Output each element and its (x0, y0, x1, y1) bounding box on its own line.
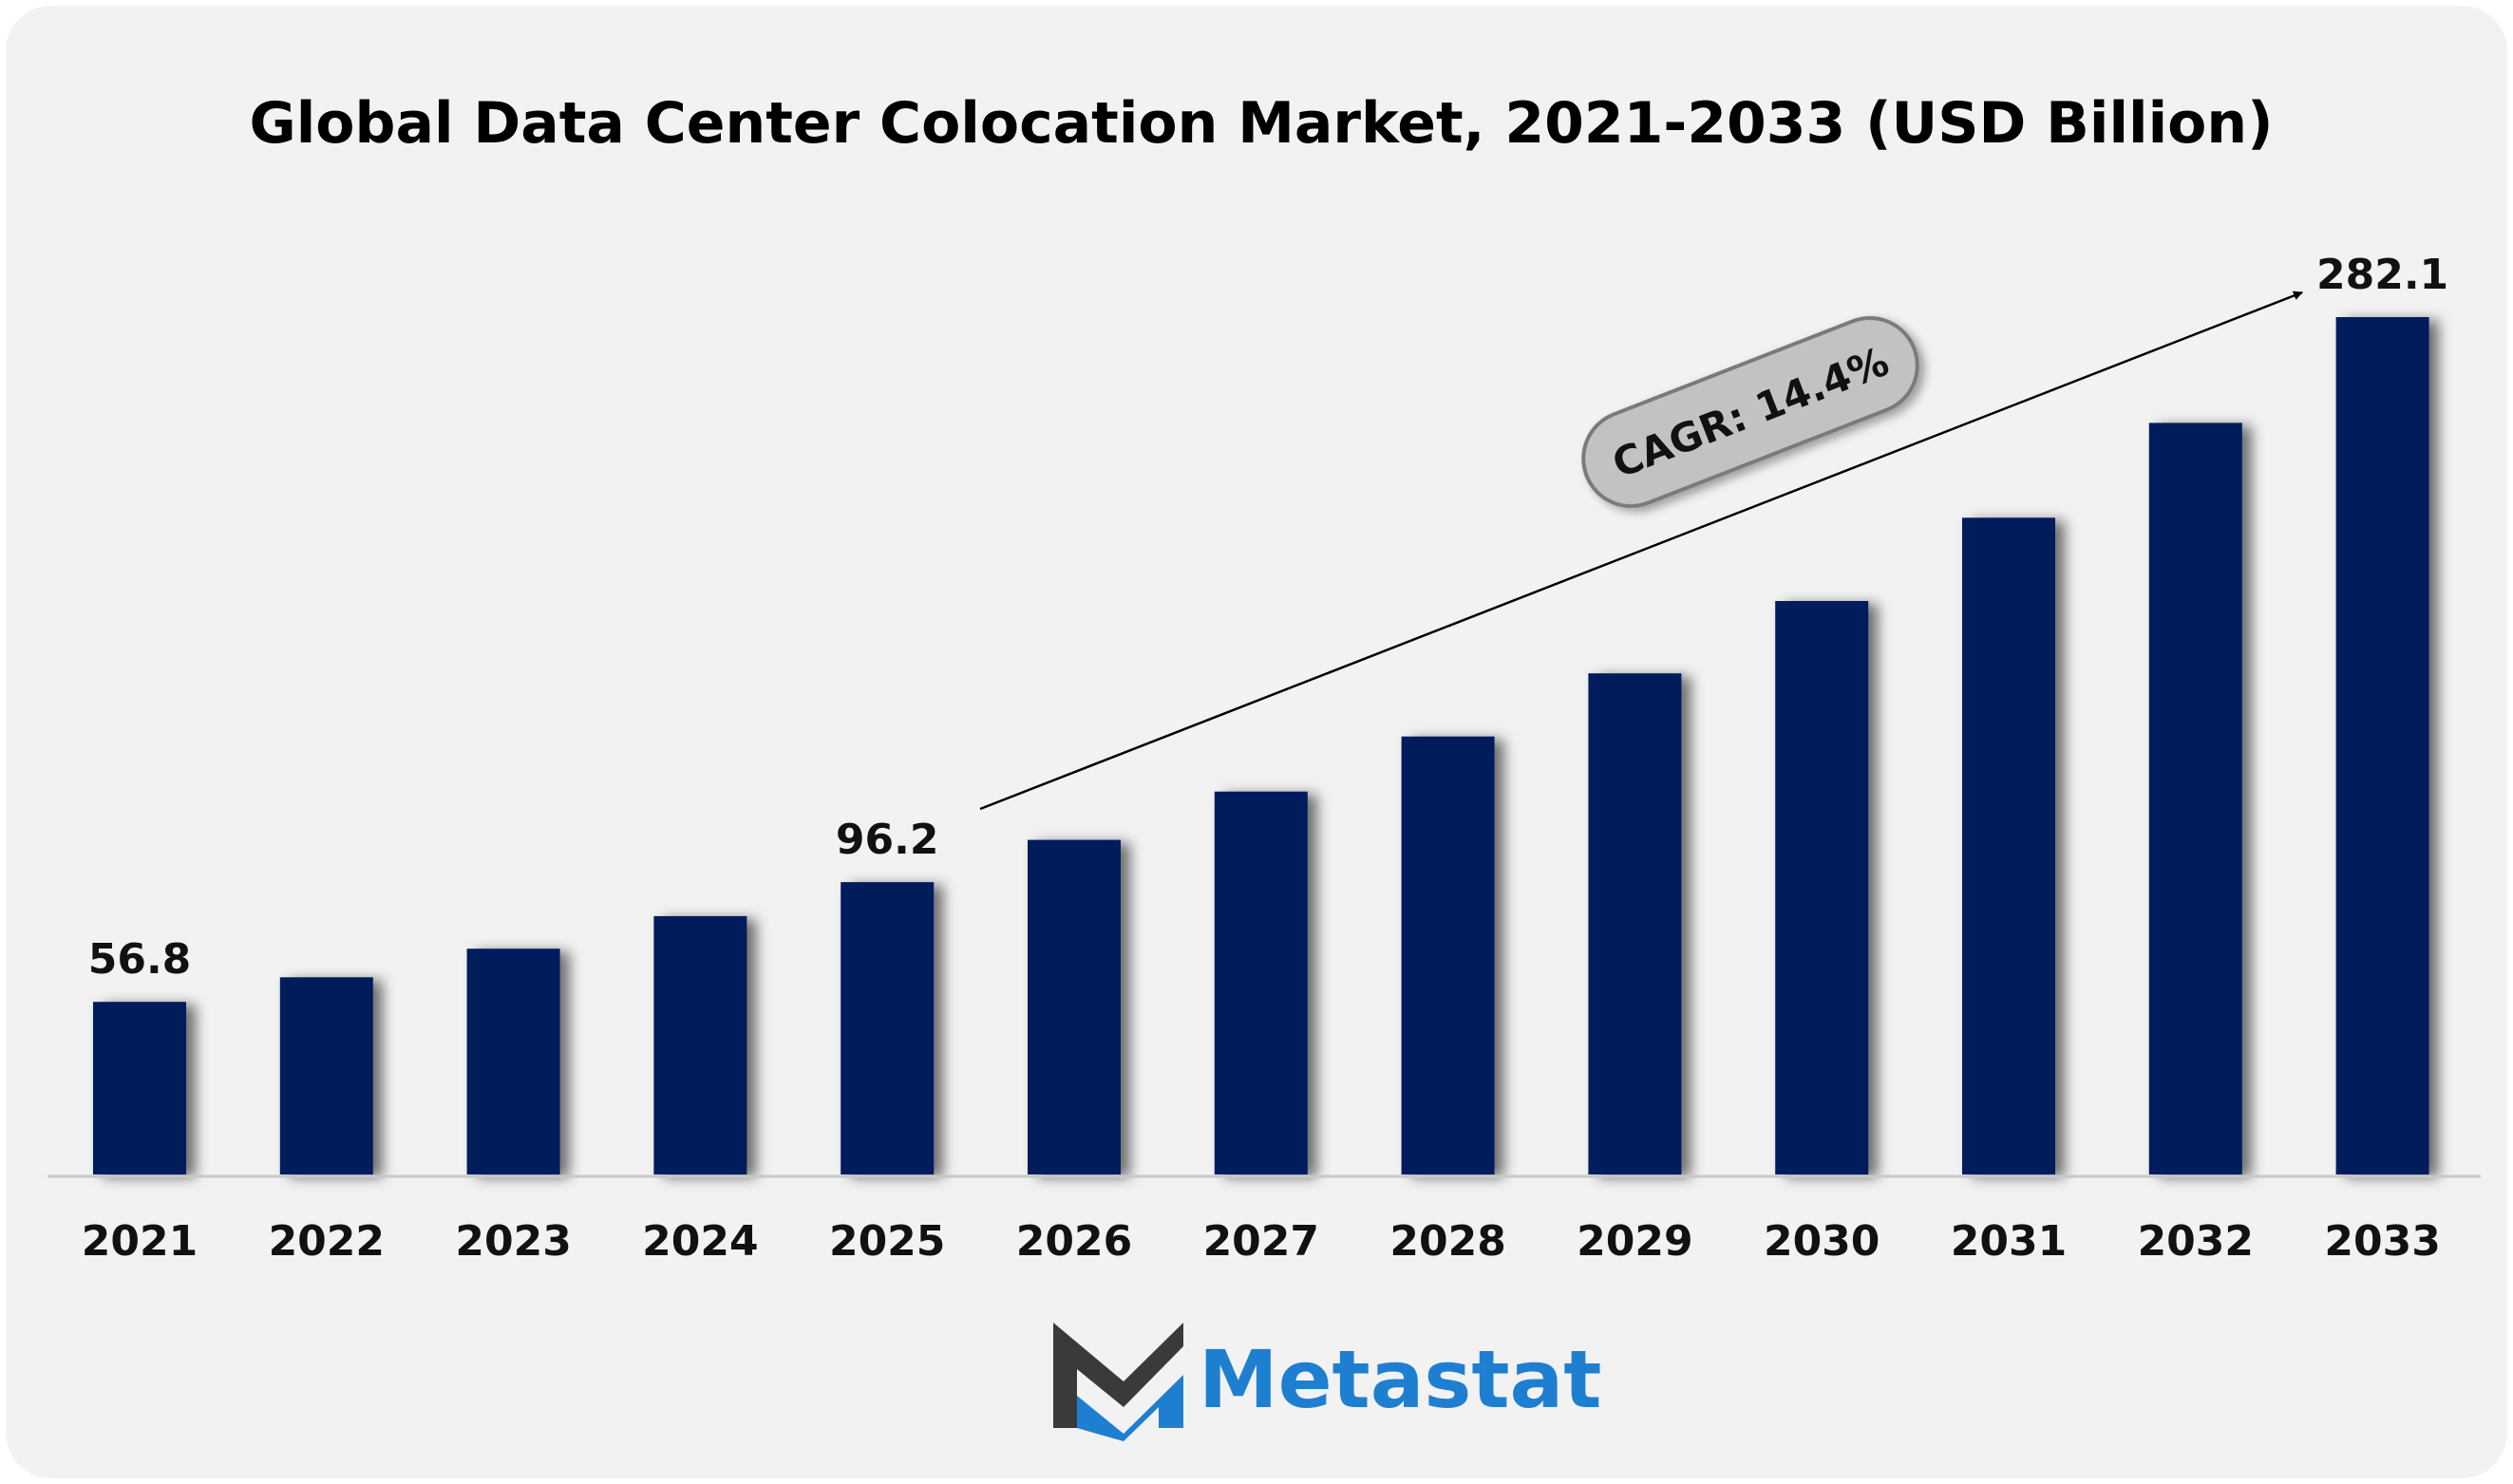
bar-2027 (1214, 791, 1308, 1174)
x-tick-2028: 2028 (1389, 1217, 1505, 1266)
x-tick-2021: 2021 (82, 1217, 198, 1266)
x-tick-2022: 2022 (269, 1217, 385, 1266)
x-tick-2029: 2029 (1577, 1217, 1692, 1266)
brand-name: Metastat (1199, 1333, 1601, 1426)
metastat-logo: Metastat (1053, 1323, 1601, 1441)
bar-2022 (279, 977, 373, 1174)
x-tick-2025: 2025 (829, 1217, 945, 1266)
x-tick-2030: 2030 (1764, 1217, 1880, 1266)
x-tick-2026: 2026 (1016, 1217, 1132, 1266)
x-tick-2032: 2032 (2138, 1217, 2254, 1266)
bar-2025 (841, 882, 935, 1174)
bar-2033 (2335, 317, 2429, 1174)
metastat-m-logo-icon (1053, 1323, 1183, 1441)
chart-title: Global Data Center Colocation Market, 20… (249, 90, 2273, 157)
bar-2029 (1588, 673, 1682, 1174)
cagr-badge (1581, 315, 1919, 509)
data-label-2021: 56.8 (88, 935, 192, 984)
bar-2023 (466, 949, 560, 1174)
cagr-callout: CAGR: 14.4% (1581, 315, 1919, 509)
bar-2028 (1401, 736, 1495, 1174)
x-tick-2024: 2024 (642, 1217, 758, 1266)
bar-2031 (1962, 517, 2055, 1174)
x-tick-2027: 2027 (1203, 1217, 1319, 1266)
bar-2021 (93, 1002, 186, 1174)
chart-card (6, 6, 2507, 1478)
bar-2030 (1775, 601, 1869, 1174)
data-label-2033: 282.1 (2316, 251, 2448, 299)
bar-series (93, 317, 2429, 1174)
x-tick-2031: 2031 (1951, 1217, 2067, 1266)
x-tick-2023: 2023 (455, 1217, 571, 1266)
x-axis-tick-labels: 2021 2022 2023 2024 2025 2026 2027 2028 2029 2030… (82, 1217, 2441, 1266)
cagr-trend-arrow (979, 291, 2303, 811)
data-labels: 56.8 96.2 282.1 (88, 251, 2448, 984)
data-label-2025: 96.2 (836, 816, 939, 864)
x-tick-2033: 2033 (2324, 1217, 2440, 1266)
bar-2032 (2148, 423, 2242, 1174)
bar-2026 (1028, 839, 1121, 1174)
bar-2024 (653, 915, 747, 1174)
